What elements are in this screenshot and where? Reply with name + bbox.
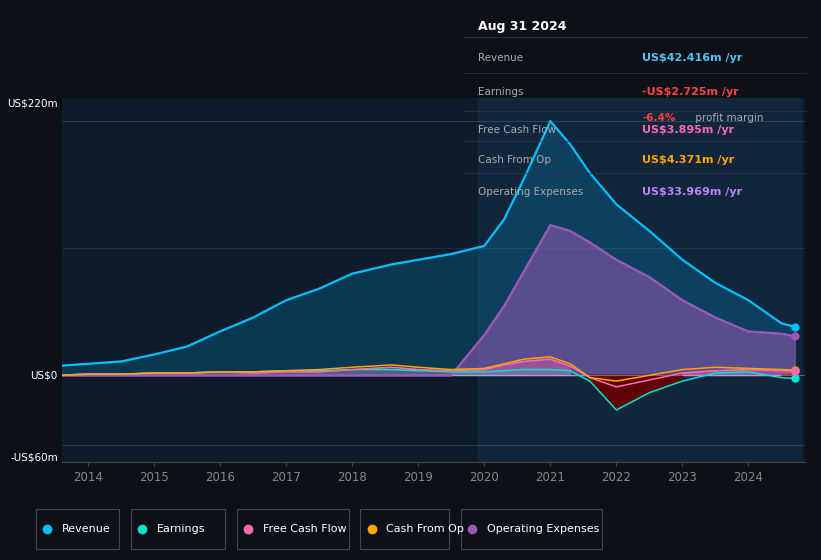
Text: profit margin: profit margin	[692, 113, 764, 123]
Text: -US$2.725m /yr: -US$2.725m /yr	[642, 87, 739, 97]
Text: US$4.371m /yr: US$4.371m /yr	[642, 155, 735, 165]
Text: -US$60m: -US$60m	[10, 452, 57, 462]
Text: US$3.895m /yr: US$3.895m /yr	[642, 125, 735, 135]
Bar	[478, 98, 801, 462]
Point	[788, 366, 801, 375]
Point	[788, 323, 801, 332]
Point	[788, 332, 801, 340]
Point	[788, 374, 801, 383]
Text: Aug 31 2024: Aug 31 2024	[478, 20, 566, 32]
Text: Cash From Op: Cash From Op	[387, 524, 464, 534]
Text: Revenue: Revenue	[62, 524, 110, 534]
Text: Earnings: Earnings	[157, 524, 205, 534]
Text: -6.4%: -6.4%	[642, 113, 676, 123]
Point	[788, 366, 801, 375]
Text: Earnings: Earnings	[478, 87, 523, 97]
Text: Free Cash Flow: Free Cash Flow	[478, 125, 556, 135]
Text: Operating Expenses: Operating Expenses	[478, 186, 583, 197]
Text: Revenue: Revenue	[478, 53, 523, 63]
Text: US$220m: US$220m	[7, 98, 57, 108]
Text: US$33.969m /yr: US$33.969m /yr	[642, 186, 742, 197]
Text: US$0: US$0	[30, 370, 57, 380]
Text: Operating Expenses: Operating Expenses	[487, 524, 599, 534]
Text: US$42.416m /yr: US$42.416m /yr	[642, 53, 743, 63]
Text: Cash From Op: Cash From Op	[478, 155, 551, 165]
Text: Free Cash Flow: Free Cash Flow	[263, 524, 346, 534]
